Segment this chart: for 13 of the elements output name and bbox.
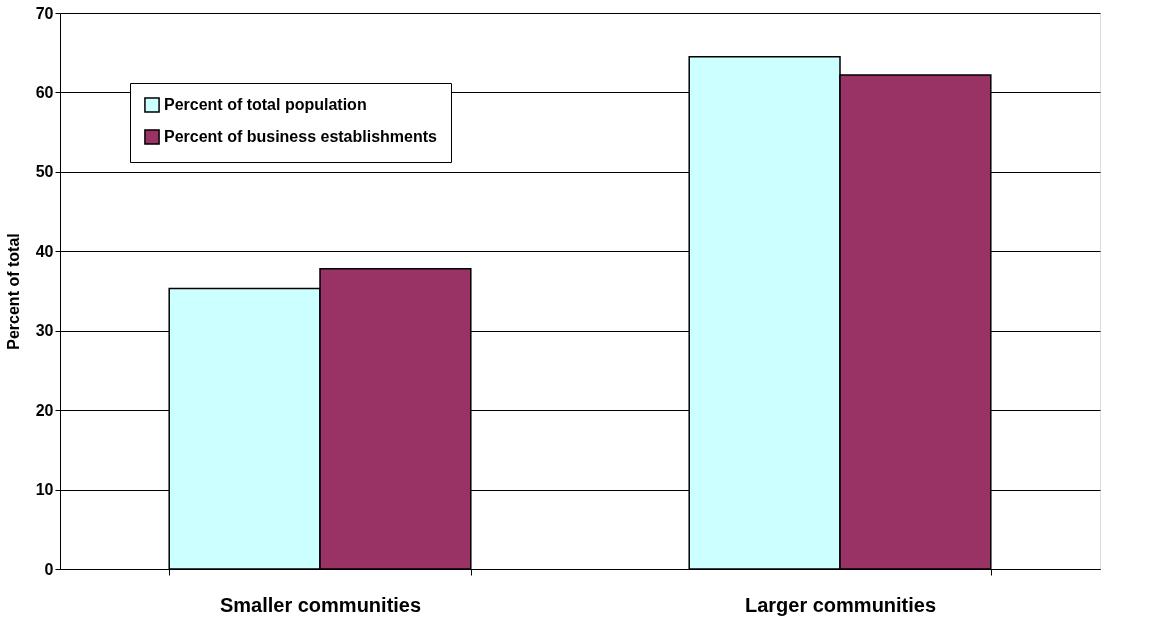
legend-label: Percent of total population (164, 96, 367, 113)
y-tick-label: 70 (35, 4, 54, 22)
y-tick-label: 10 (35, 481, 54, 499)
y-axis-title: Percent of total (4, 233, 22, 350)
y-tick-label: 30 (35, 322, 54, 340)
y-tick-label: 20 (35, 401, 54, 419)
y-tick-label: 60 (35, 83, 54, 101)
x-tick-label: Smaller communities (219, 593, 422, 616)
y-tick-label: 0 (44, 560, 54, 578)
y-tick-label: 40 (35, 242, 54, 260)
x-tick-label: Larger communities (744, 593, 937, 616)
legend-label: Percent of business establishments (164, 128, 438, 145)
y-tick-label: 50 (35, 163, 54, 181)
